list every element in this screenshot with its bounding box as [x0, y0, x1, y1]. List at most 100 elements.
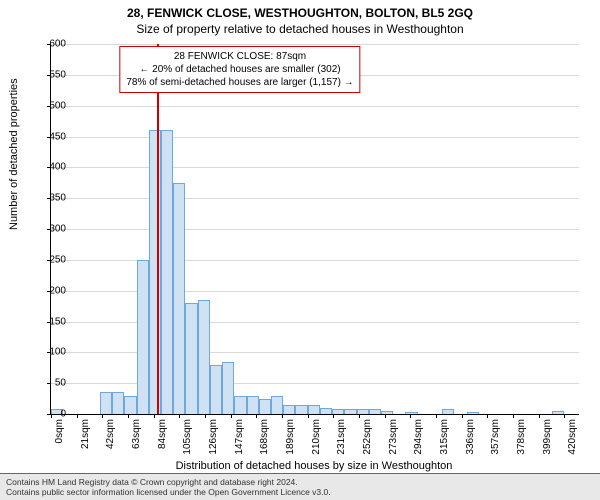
xtick-label: 378sqm: [516, 419, 527, 455]
ytick-label: 250: [36, 254, 66, 265]
xtick-label: 315sqm: [439, 419, 450, 455]
histogram-bar: [198, 300, 210, 414]
plot-area: 0sqm21sqm42sqm63sqm84sqm105sqm126sqm147s…: [50, 44, 579, 415]
gridline-h: [51, 260, 579, 261]
ytick-label: 300: [36, 224, 66, 235]
ytick-label: 100: [36, 347, 66, 358]
histogram-bar: [247, 396, 259, 415]
xtick-mark: [410, 414, 411, 418]
xtick-label: 42sqm: [105, 419, 116, 449]
histogram-bar: [100, 392, 112, 414]
histogram-bar: [161, 130, 173, 414]
histogram-bar: [405, 412, 417, 414]
xtick-label: 84sqm: [157, 419, 168, 449]
xtick-mark: [539, 414, 540, 418]
xtick-mark: [102, 414, 103, 418]
histogram-bar: [283, 405, 295, 414]
xtick-label: 189sqm: [285, 419, 296, 455]
ytick-label: 600: [36, 39, 66, 50]
xtick-mark: [154, 414, 155, 418]
xtick-label: 21sqm: [80, 419, 91, 449]
xtick-mark: [462, 414, 463, 418]
chart-area: 0sqm21sqm42sqm63sqm84sqm105sqm126sqm147s…: [50, 44, 578, 414]
histogram-bar: [442, 409, 454, 414]
histogram-bar: [467, 412, 479, 414]
xtick-mark: [487, 414, 488, 418]
xtick-mark: [359, 414, 360, 418]
xtick-mark: [436, 414, 437, 418]
xtick-mark: [77, 414, 78, 418]
footer-licence: Contains HM Land Registry data © Crown c…: [0, 473, 600, 500]
ytick-label: 550: [36, 69, 66, 80]
gridline-h: [51, 229, 579, 230]
xtick-label: 294sqm: [413, 419, 424, 455]
gridline-h: [51, 383, 579, 384]
xtick-label: 252sqm: [362, 419, 373, 455]
ytick-label: 150: [36, 316, 66, 327]
x-axis-label: Distribution of detached houses by size …: [50, 460, 578, 472]
annotation-line-1: 28 FENWICK CLOSE: 87sqm: [126, 50, 353, 63]
ytick-label: 500: [36, 100, 66, 111]
y-axis-label: Number of detached properties: [8, 78, 20, 230]
title-main: 28, FENWICK CLOSE, WESTHOUGHTON, BOLTON,…: [0, 0, 600, 20]
xtick-mark: [282, 414, 283, 418]
histogram-bar: [234, 396, 246, 415]
xtick-label: 336sqm: [465, 419, 476, 455]
footer-line-2: Contains public sector information licen…: [6, 487, 594, 497]
histogram-bar: [552, 411, 564, 414]
gridline-h: [51, 198, 579, 199]
histogram-bar: [210, 365, 222, 414]
histogram-bar: [381, 411, 393, 414]
xtick-label: 273sqm: [388, 419, 399, 455]
histogram-bar: [124, 396, 136, 415]
xtick-label: 231sqm: [336, 419, 347, 455]
xtick-label: 105sqm: [182, 419, 193, 455]
ytick-label: 200: [36, 285, 66, 296]
annotation-line-3: 78% of semi-detached houses are larger (…: [126, 76, 353, 89]
histogram-bar: [308, 405, 320, 414]
xtick-mark: [308, 414, 309, 418]
xtick-mark: [513, 414, 514, 418]
xtick-mark: [128, 414, 129, 418]
histogram-bar: [295, 405, 307, 414]
histogram-bar: [185, 303, 197, 414]
ytick-label: 450: [36, 131, 66, 142]
xtick-mark: [179, 414, 180, 418]
gridline-h: [51, 106, 579, 107]
title-sub: Size of property relative to detached ho…: [0, 20, 600, 40]
xtick-label: 147sqm: [234, 419, 245, 455]
ytick-label: 350: [36, 193, 66, 204]
histogram-bar: [271, 396, 283, 415]
gridline-h: [51, 137, 579, 138]
xtick-label: 210sqm: [311, 419, 322, 455]
ytick-label: 50: [36, 378, 66, 389]
ytick-label: 400: [36, 162, 66, 173]
histogram-bar: [112, 392, 124, 414]
histogram-bar: [320, 408, 332, 414]
xtick-label: 420sqm: [567, 419, 578, 455]
xtick-label: 0sqm: [54, 419, 65, 443]
annotation-box: 28 FENWICK CLOSE: 87sqm ← 20% of detache…: [119, 46, 360, 93]
gridline-h: [51, 322, 579, 323]
xtick-label: 168sqm: [259, 419, 270, 455]
ytick-label: 0: [36, 409, 66, 420]
footer-line-1: Contains HM Land Registry data © Crown c…: [6, 477, 594, 487]
xtick-label: 126sqm: [208, 419, 219, 455]
gridline-h: [51, 167, 579, 168]
histogram-bar: [344, 409, 356, 414]
xtick-mark: [256, 414, 257, 418]
xtick-label: 399sqm: [542, 419, 553, 455]
histogram-bar: [222, 362, 234, 414]
gridline-h: [51, 44, 579, 45]
xtick-label: 357sqm: [490, 419, 501, 455]
xtick-mark: [205, 414, 206, 418]
xtick-mark: [564, 414, 565, 418]
histogram-bar: [137, 260, 149, 414]
xtick-mark: [333, 414, 334, 418]
histogram-bar: [259, 399, 271, 414]
xtick-mark: [385, 414, 386, 418]
gridline-h: [51, 291, 579, 292]
annotation-line-2: ← 20% of detached houses are smaller (30…: [126, 63, 353, 76]
histogram-bar: [173, 183, 185, 414]
histogram-bar: [369, 409, 381, 414]
